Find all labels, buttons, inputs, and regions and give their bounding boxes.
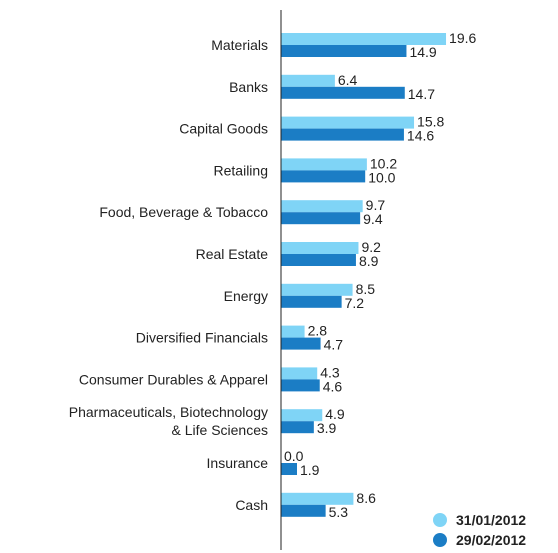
category-label: Pharmaceuticals, Biotechnology & Life Sci… (69, 404, 268, 438)
value-label: 5.3 (329, 504, 349, 520)
bar (281, 33, 447, 45)
value-label: 0.0 (284, 448, 304, 464)
bar (281, 283, 353, 296)
value-label: 8.5 (356, 281, 376, 297)
value-label: 8.6 (356, 490, 376, 506)
category-label: Diversified Financials (136, 330, 268, 346)
value-label: 19.6 (449, 30, 476, 46)
bar (281, 379, 320, 392)
bar (281, 337, 321, 350)
bar (281, 200, 363, 213)
bar (281, 158, 367, 171)
bar (281, 492, 354, 505)
value-label: 15.8 (417, 114, 444, 130)
category-label: Retailing (214, 162, 268, 178)
value-label: 4.7 (324, 337, 344, 353)
bar (281, 242, 359, 254)
category-label: Insurance (207, 455, 269, 471)
category-label: Consumer Durables & Apparel (79, 371, 268, 387)
bar (281, 295, 342, 308)
value-label: 6.4 (338, 72, 358, 88)
bar (281, 325, 305, 338)
value-label: 14.6 (407, 128, 434, 144)
value-label: 3.9 (317, 420, 337, 436)
bar (281, 421, 314, 434)
value-label: 4.6 (323, 378, 343, 394)
legend-label: 31/01/2012 (456, 512, 526, 528)
bar (281, 116, 415, 129)
bar (281, 170, 366, 183)
category-label: Materials (211, 37, 268, 53)
value-label: 8.9 (359, 253, 379, 269)
bar (281, 212, 361, 225)
bar (281, 504, 326, 517)
legend-marker (433, 513, 447, 527)
bar (281, 128, 404, 141)
category-label: Capital Goods (179, 121, 268, 137)
value-label: 9.2 (361, 239, 381, 255)
bar (281, 409, 323, 422)
category-label: Banks (229, 79, 268, 95)
category-label: Food, Beverage & Tobacco (99, 204, 268, 220)
category-label: Real Estate (196, 246, 269, 262)
value-label: 9.7 (366, 197, 386, 213)
value-label: 10.0 (368, 169, 395, 185)
bar (281, 254, 356, 266)
value-label: 7.2 (345, 295, 365, 311)
bar (281, 463, 297, 475)
value-label: 4.3 (320, 364, 340, 380)
value-label: 14.7 (408, 86, 435, 102)
value-label: 2.8 (308, 323, 328, 339)
bar (281, 86, 405, 99)
category-label: Cash (235, 497, 268, 513)
bar (281, 45, 407, 57)
value-label: 10.2 (370, 155, 397, 171)
bar (281, 74, 335, 87)
value-label: 9.4 (363, 211, 383, 227)
value-label: 4.9 (325, 406, 345, 422)
value-label: 1.9 (300, 462, 320, 478)
legend-marker (433, 533, 447, 547)
bar (281, 367, 318, 380)
category-label: Energy (224, 288, 268, 304)
legend-label: 29/02/2012 (456, 532, 526, 548)
value-label: 14.9 (409, 44, 436, 60)
